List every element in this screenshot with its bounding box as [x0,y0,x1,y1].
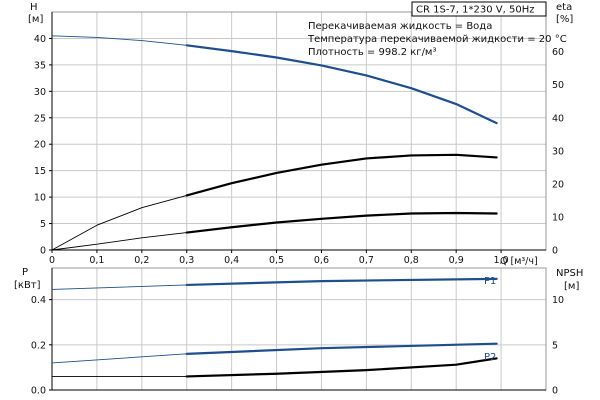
top-series-2-duty [185,211,498,234]
top-y2-tick-label: 40 [552,113,564,124]
top-y2-tick-label: 60 [552,47,564,58]
series-label-p2: P2 [484,352,496,363]
top-series-1-duty [185,153,498,197]
top-x-tick-label: 0,3 [179,255,194,266]
top-y2-axis-unit: [%] [556,14,573,25]
top-series-1-curve [51,154,497,251]
top-series-0-duty [185,44,498,125]
bottom-y-tick-labels: 0.0 0.2 0.4 [31,295,52,397]
top-x-tick-label: 0,2 [134,255,149,266]
top-y2-tick-label: 10 [552,212,564,223]
bottom-panel: 0.0 0.2 0.4 0 5 10 P [кВт] NPSH [м] P1 P2 [14,267,583,397]
top-x-tick-label: 0,8 [404,255,419,266]
annotation-temperature: Температура перекачиваемой жидкости = 20… [307,34,567,45]
bottom-y2-tick-label: 5 [552,340,558,351]
top-x-tick-label: 0,4 [224,255,239,266]
top-y-tick-label: 30 [34,87,46,98]
bottom-y2-axis-unit: [м] [564,281,579,292]
top-x-tick-labels: 0 0,1 0,2 0,3 0,4 0,5 0,6 0,7 0,8 0,9 1,0 [49,250,509,266]
bottom-y2-tick-label: 0 [552,386,558,397]
bottom-y-axis-unit: [кВт] [14,280,41,291]
top-y2-tick-label: 20 [552,179,564,190]
bottom-y-axis-label: P [22,267,28,278]
top-y-tick-label: 15 [34,166,46,177]
top-y2-tick-label: 30 [552,146,564,157]
top-x-tick-label: 0,7 [359,255,374,266]
top-series-2-curve [51,212,497,251]
bottom-series-1-curve [51,343,497,364]
top-y2-tick-label: 50 [552,80,564,91]
bottom-series-0-duty [185,277,498,287]
top-y-tick-label: 10 [34,193,46,204]
pump-info-box [411,1,547,17]
series-label-p1: P1 [484,276,496,287]
bottom-series-1-duty [185,342,498,355]
top-y2-tick-labels: 0 10 20 30 40 50 60 [552,47,564,256]
bottom-y2-axis-label: NPSH [556,268,583,279]
top-x-axis-label: Q [м³/ч] [500,256,538,267]
top-panel: 0 0,1 0,2 0,3 0,4 0,5 0,6 0,7 0,8 0,9 1,0 0 5 10 15 20… [28,1,573,267]
bottom-y-tick-label: 0.4 [31,295,46,306]
top-x-tick-label: 0 [49,255,55,266]
top-x-tick-label: 1,0 [494,255,509,266]
annotation-liquid: Перекачиваемая жидкость = Вода [308,21,492,32]
top-y-tick-label: 5 [40,219,46,230]
bottom-gridlines [52,268,547,390]
top-x-tick-label: 0,1 [89,255,104,266]
top-y-tick-label: 25 [34,113,46,124]
top-y-tick-label: 20 [34,140,46,151]
top-x-tick-label: 0,6 [314,255,329,266]
pump-info-text: CR 1S-7, 1*230 V, 50Hz [416,5,534,16]
top-y2-axis-label: eta [556,2,572,13]
bottom-series-2-duty [185,357,498,378]
top-x-tick-label: 0,9 [449,255,464,266]
top-y-axis-unit: [м] [28,14,43,25]
bottom-y2-tick-labels: 0 5 10 [552,295,564,396]
top-y-axis-label: H [30,2,38,13]
bottom-series-group [51,277,498,378]
top-y-tick-label: 40 [34,34,46,45]
top-y2-tick-label: 0 [552,246,558,257]
top-y-tick-label: 0 [40,246,46,257]
top-y-tick-label: 35 [34,60,46,71]
bottom-y2-tick-label: 10 [552,295,564,306]
top-series-group [51,35,498,251]
top-y-tick-labels: 0 5 10 15 20 25 30 35 40 [34,34,52,257]
bottom-plot-frame [51,267,547,391]
annotation-density: Плотность = 998.2 кг/м³ [308,47,437,58]
top-x-tick-label: 0,5 [269,255,284,266]
bottom-y-tick-label: 0.2 [31,340,46,351]
bottom-y-tick-label: 0.0 [31,386,46,397]
